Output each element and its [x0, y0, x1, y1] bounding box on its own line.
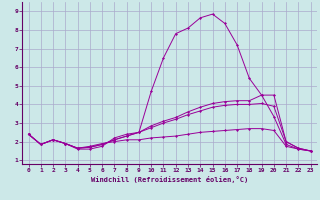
X-axis label: Windchill (Refroidissement éolien,°C): Windchill (Refroidissement éolien,°C) — [91, 176, 248, 183]
